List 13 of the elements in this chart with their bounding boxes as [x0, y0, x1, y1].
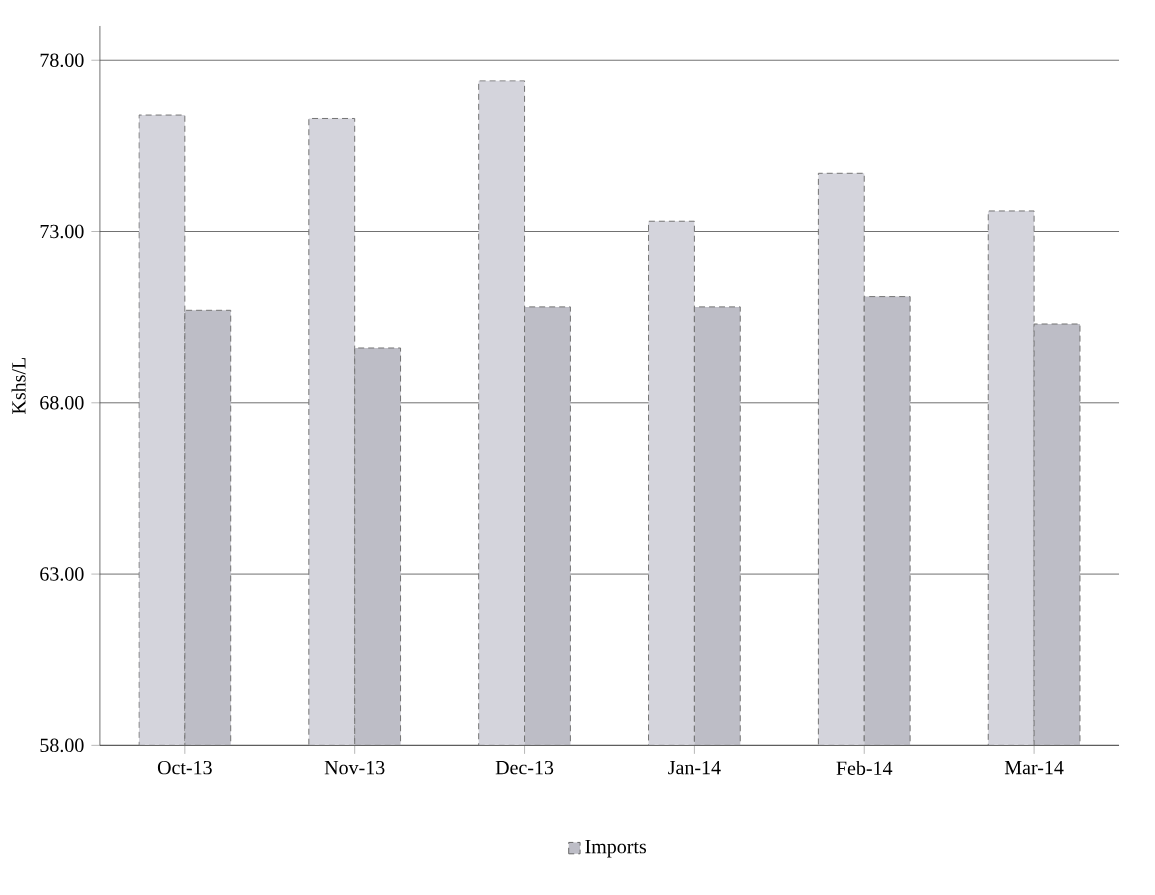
y-tick-label: 58.00	[40, 738, 84, 753]
x-tick-label: Mar-14	[1004, 760, 1064, 775]
x-tick-label: Dec-13	[495, 760, 554, 775]
y-tick-label: 68.00	[40, 395, 84, 410]
x-tick-label: Jan-14	[668, 760, 721, 775]
y-tick-label: 63.00	[40, 567, 84, 581]
y-tick-label: 78.00	[40, 53, 84, 67]
legend-label: Imports	[585, 839, 647, 858]
x-tick-label: Nov-13	[324, 760, 385, 775]
y-tick-label: 73.00	[40, 224, 84, 239]
y-axis-title: Kshs/L	[11, 357, 26, 414]
x-tick-label: Oct-13	[157, 760, 212, 775]
x-tick-label: Feb-14	[836, 760, 893, 775]
